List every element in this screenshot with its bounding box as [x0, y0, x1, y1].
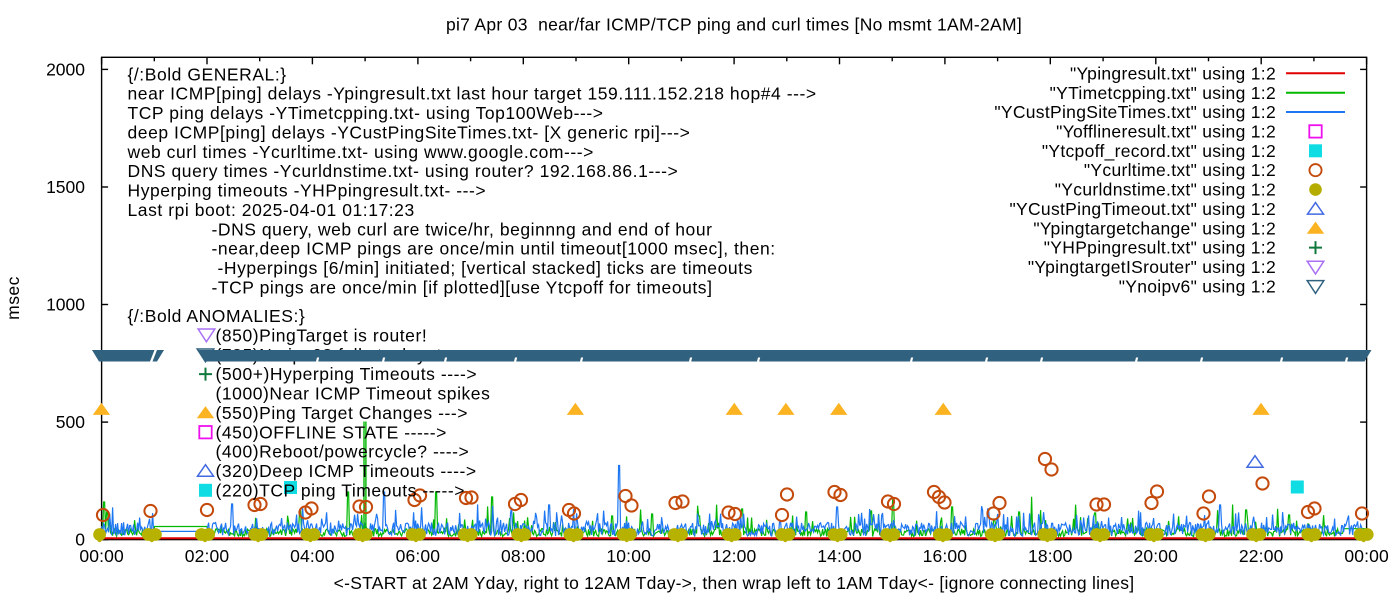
svg-text:"Yofflineresult.txt" using 1:2: "Yofflineresult.txt" using 1:2 [1056, 122, 1276, 142]
svg-text:00:00: 00:00 [1344, 546, 1389, 566]
svg-text:"YHPpingresult.txt" using 1:2: "YHPpingresult.txt" using 1:2 [1044, 238, 1276, 258]
svg-text:06:00: 06:00 [396, 546, 441, 566]
svg-text:0: 0 [75, 530, 85, 550]
svg-text:(1000)Near ICMP Timeout spikes: (1000)Near ICMP Timeout spikes [216, 384, 491, 404]
svg-text:20:00: 20:00 [1134, 546, 1179, 566]
svg-text:00:00: 00:00 [79, 546, 124, 566]
svg-text:(320)Deep ICMP Timeouts ---->: (320)Deep ICMP Timeouts ----> [216, 461, 477, 481]
svg-text:-DNS query, web curl are twice: -DNS query, web curl are twice/hr, begin… [212, 219, 713, 239]
svg-text:-near,deep ICMP pings are once: -near,deep ICMP pings are once/min until… [212, 239, 776, 259]
svg-text:"Ypingtargetchange" using 1:2: "Ypingtargetchange" using 1:2 [1033, 218, 1276, 238]
svg-text:(400)Reboot/powercycle? ---->: (400)Reboot/powercycle? ----> [216, 442, 470, 462]
svg-text:(500+)Hyperping Timeouts ---->: (500+)Hyperping Timeouts ----> [216, 364, 478, 384]
svg-text:"Ynoipv6" using 1:2: "Ynoipv6" using 1:2 [1119, 277, 1276, 297]
svg-text:pi7 Apr 03 near/far ICMP/TCP: pi7 Apr 03 near/far ICMP/TCP ping and cu… [446, 15, 1022, 35]
svg-text:"Ytcpoff_record.txt" using 1:2: "Ytcpoff_record.txt" using 1:2 [1042, 141, 1276, 162]
svg-text:-TCP pings are once/min [if pl: -TCP pings are once/min [if plotted][use… [212, 277, 713, 297]
svg-text:16:00: 16:00 [923, 546, 968, 566]
svg-text:2000: 2000 [46, 60, 85, 80]
svg-text:"YTimetcpping.txt" using 1:2: "YTimetcpping.txt" using 1:2 [1050, 83, 1276, 103]
svg-text:<-START at 2AM Yday, right to: <-START at 2AM Yday, right to 12AM Tday-… [334, 573, 1135, 593]
svg-text:web curl times -Ycurltime.txt-: web curl times -Ycurltime.txt- using www… [127, 142, 594, 162]
svg-text:TCP ping delays -YTimetcpping.: TCP ping delays -YTimetcpping.txt- using… [128, 103, 604, 123]
svg-text:"Ycurltime.txt" using 1:2: "Ycurltime.txt" using 1:2 [1084, 160, 1276, 180]
svg-text:"Ypingresult.txt" using 1:2: "Ypingresult.txt" using 1:2 [1070, 63, 1276, 83]
svg-text:Last rpi boot: 2025-04-01 01:1: Last rpi boot: 2025-04-01 01:17:23 [128, 200, 415, 220]
svg-text:deep ICMP[ping] delays -YCustP: deep ICMP[ping] delays -YCustPingSiteTim… [128, 122, 691, 142]
svg-text:Hyperping timeouts -YHPpingres: Hyperping timeouts -YHPpingresult.txt- -… [128, 181, 487, 201]
svg-text:(450)OFFLINE STATE ----->: (450)OFFLINE STATE -----> [216, 422, 447, 442]
svg-text:(550)Ping Target Changes --->: (550)Ping Target Changes ---> [216, 403, 469, 423]
svg-text:"Ycurldnstime.txt" using 1:2: "Ycurldnstime.txt" using 1:2 [1055, 180, 1276, 200]
svg-text:500: 500 [56, 412, 85, 432]
svg-text:1500: 1500 [46, 177, 85, 197]
svg-text:(220)TCP ping Timeouts ----->: (220)TCP ping Timeouts -----> [216, 480, 466, 500]
svg-text:02:00: 02:00 [185, 546, 230, 566]
svg-text:"YpingtargetISrouter" using 1:: "YpingtargetISrouter" using 1:2 [1028, 257, 1276, 277]
svg-text:18:00: 18:00 [1028, 546, 1073, 566]
svg-text:12:00: 12:00 [712, 546, 757, 566]
svg-text:DNS query times -Ycurldnstime.: DNS query times -Ycurldnstime.txt- using… [128, 161, 679, 181]
svg-text:near ICMP[ping] delays -Ypingr: near ICMP[ping] delays -Ypingresult.txt … [128, 84, 817, 104]
svg-text:08:00: 08:00 [501, 546, 546, 566]
svg-text:{/:Bold GENERAL:}: {/:Bold GENERAL:} [128, 64, 287, 84]
svg-text:msec: msec [3, 276, 23, 320]
svg-text:22:00: 22:00 [1239, 546, 1284, 566]
svg-text:{/:Bold ANOMALIES:}: {/:Bold ANOMALIES:} [128, 306, 306, 326]
svg-text:"YCustPingSiteTimes.txt" using: "YCustPingSiteTimes.txt" using 1:2 [994, 102, 1276, 122]
svg-text:1000: 1000 [46, 295, 85, 315]
svg-text:04:00: 04:00 [290, 546, 335, 566]
svg-text:10:00: 10:00 [606, 546, 651, 566]
svg-text:-Hyperpings [6/min] initiated;: -Hyperpings [6/min] initiated; [vertical… [218, 258, 753, 278]
svg-text:(850)PingTarget is router!: (850)PingTarget is router! [216, 326, 428, 346]
svg-text:"YCustPingTimeout.txt" using 1: "YCustPingTimeout.txt" using 1:2 [1010, 199, 1277, 219]
svg-text:14:00: 14:00 [817, 546, 862, 566]
